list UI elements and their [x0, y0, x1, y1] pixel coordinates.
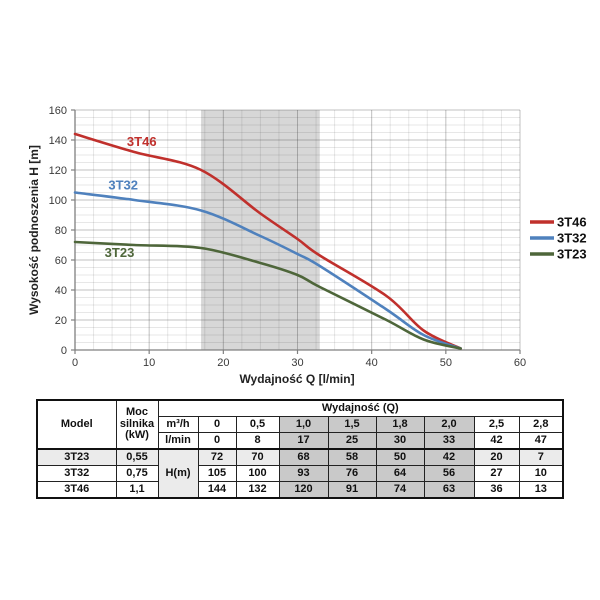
head-value-cell: 42 [423, 448, 475, 466]
legend-label-3T32: 3T32 [557, 231, 587, 246]
series-curve-3T23 [73, 240, 462, 350]
legend-item-3T46: 3T46 [530, 215, 587, 230]
y-tick-label: 60 [55, 255, 67, 267]
spec-table-wrap: Model Moc silnika (kW) Wydajność (Q) m³/… [36, 399, 565, 499]
flow-lmin-cell: 33 [423, 432, 475, 450]
x-axis-title: Wydajność Q [l/min] [239, 372, 354, 386]
power-cell: 1,1 [115, 481, 159, 499]
head-value-cell: 68 [278, 448, 329, 466]
flow-lmin-cell: 30 [375, 432, 425, 450]
legend-label-3T23: 3T23 [557, 247, 587, 262]
flow-m3h-cell: 1,0 [278, 416, 329, 433]
head-value-cell: 120 [278, 481, 329, 499]
curve-label-3T32: 3T32 [108, 178, 138, 193]
head-value-cell: 70 [235, 448, 280, 466]
model-cell: 3T46 [36, 481, 117, 499]
head-value-cell: 132 [235, 481, 280, 499]
unit-lmin-label: l/min [157, 432, 199, 450]
head-value-cell: 93 [278, 465, 329, 482]
head-value-cell: 100 [235, 465, 280, 482]
flow-m3h-cell: 0,5 [235, 416, 280, 433]
head-value-cell: 36 [473, 481, 520, 499]
series-curve-3T32 [73, 191, 462, 350]
highlight-band-layer [201, 110, 320, 350]
axes-layer: 0 10 20 30 40 50 60 0 20 40 60 80 100 120 140 160 [49, 105, 526, 369]
curve-labels-layer: 3T46 3T32 3T23 [105, 134, 157, 260]
model-cell: 3T23 [36, 448, 117, 466]
spec-row-3T32: 3T32 0,75 105 100 93 76 64 56 27 10 [36, 465, 564, 482]
y-tick-label: 20 [55, 315, 67, 327]
head-value-cell: 10 [518, 465, 564, 482]
head-value-cell: 64 [375, 465, 425, 482]
x-tick-label: 60 [514, 357, 526, 369]
grid-layer [74, 109, 521, 351]
series-curve-3T46 [73, 132, 462, 350]
flow-m3h-cell: 1,8 [375, 416, 425, 433]
curve-label-3T46: 3T46 [127, 134, 157, 149]
head-value-cell: 27 [473, 465, 520, 482]
y-tick-label: 40 [55, 285, 67, 297]
head-value-cell: 144 [197, 481, 237, 499]
head-unit-cell: H(m) [157, 448, 199, 499]
y-axis-title: Wysokość podnoszenia H [m] [27, 145, 41, 315]
head-value-cell: 105 [197, 465, 237, 482]
flow-group-header: Wydajność (Q) [157, 399, 564, 417]
x-tick-label: 20 [217, 357, 229, 369]
y-tick-label: 100 [49, 195, 67, 207]
flow-lmin-cell: 8 [235, 432, 280, 450]
x-tick-label: 30 [291, 357, 303, 369]
head-value-cell: 58 [327, 448, 377, 466]
power-cell: 0,75 [115, 465, 159, 482]
head-value-cell: 56 [423, 465, 475, 482]
flow-lmin-cell: 47 [518, 432, 564, 450]
y-tick-label: 140 [49, 135, 67, 147]
x-tick-label: 50 [440, 357, 452, 369]
spec-row-3T23: 3T23 0,55 H(m) 72 70 68 58 50 42 20 7 [36, 448, 564, 499]
curves-layer [73, 132, 462, 350]
flow-m3h-cell: 1,5 [327, 416, 377, 433]
head-value-cell: 7 [518, 448, 564, 466]
spec-row-3T46: 3T46 1,1 144 132 120 91 74 63 36 13 [36, 481, 564, 499]
power-cell: 0,55 [115, 448, 159, 466]
flow-lmin-cell: 42 [473, 432, 520, 450]
flow-m3h-cell: 2,8 [518, 416, 564, 433]
x-tick-label: 0 [72, 357, 78, 369]
flow-m3h-cell: 0 [197, 416, 237, 433]
model-cell: 3T32 [36, 465, 117, 482]
flow-lmin-cell: 0 [197, 432, 237, 450]
y-tick-label: 120 [49, 165, 67, 177]
unit-m3h-label: m³/h [157, 416, 199, 433]
curve-label-3T23: 3T23 [105, 245, 135, 260]
power-header: Moc silnika (kW) [115, 399, 159, 450]
head-value-cell: 63 [423, 481, 475, 499]
head-value-cell: 50 [375, 448, 425, 466]
x-tick-label: 40 [366, 357, 378, 369]
head-value-cell: 76 [327, 465, 377, 482]
y-tick-label: 160 [49, 105, 67, 117]
legend-item-3T23: 3T23 [530, 247, 587, 262]
head-value-cell: 72 [197, 448, 237, 466]
y-tick-label: 0 [61, 345, 67, 357]
head-value-cell: 20 [473, 448, 520, 466]
legend-item-3T32: 3T32 [530, 231, 587, 246]
head-value-cell: 13 [518, 481, 564, 499]
y-tick-label: 80 [55, 225, 67, 237]
flow-m3h-cell: 2,0 [423, 416, 475, 433]
flow-lmin-cell: 17 [278, 432, 329, 450]
legend-label-3T46: 3T46 [557, 215, 587, 230]
pump-spec-table: Model Moc silnika (kW) Wydajność (Q) m³/… [36, 399, 565, 499]
highlight-band [201, 110, 320, 350]
flow-lmin-cell: 25 [327, 432, 377, 450]
head-value-cell: 91 [327, 481, 377, 499]
flow-m3h-cell: 2,5 [473, 416, 520, 433]
x-tick-label: 10 [143, 357, 155, 369]
model-header: Model [36, 399, 117, 450]
head-value-cell: 74 [375, 481, 425, 499]
